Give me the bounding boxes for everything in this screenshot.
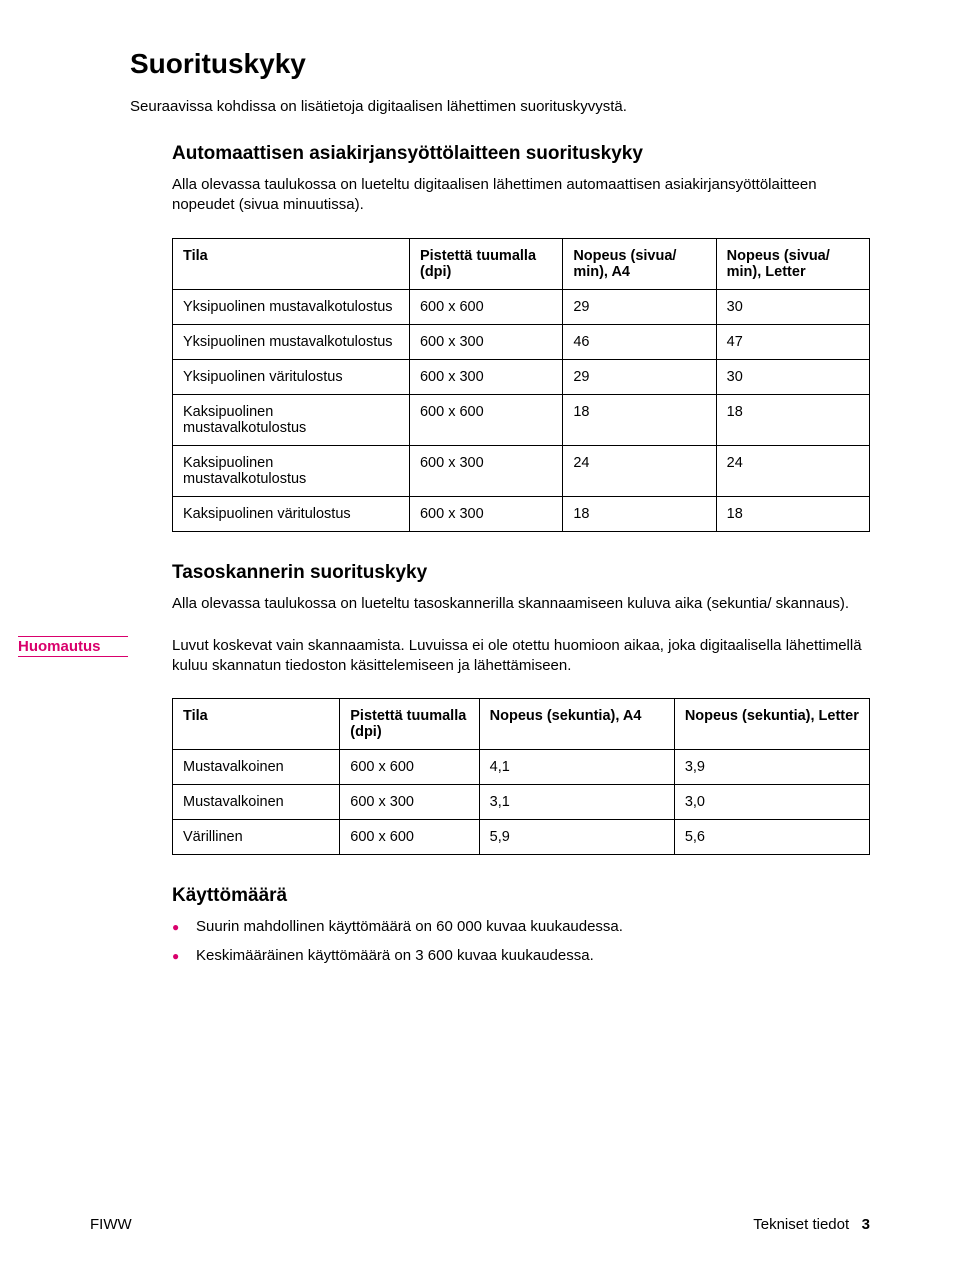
table-row: Yksipuolinen väritulostus600 x 3002930: [173, 359, 870, 394]
table-header-row: Tila Pistettä tuumalla (dpi) Nopeus (sek…: [173, 699, 870, 750]
table-cell: 24: [716, 445, 869, 496]
table-row: Kaksipuolinen mustavalkotulostus600 x 30…: [173, 445, 870, 496]
table-cell: 5,9: [479, 820, 674, 855]
footer-page-number: 3: [862, 1216, 870, 1233]
table-cell: 47: [716, 324, 869, 359]
flatbed-performance-table: Tila Pistettä tuumalla (dpi) Nopeus (sek…: [172, 698, 870, 855]
table-cell: 600 x 300: [409, 496, 562, 531]
table-cell: 600 x 300: [409, 359, 562, 394]
table-header: Nopeus (sekuntia), A4: [479, 699, 674, 750]
table-cell: Yksipuolinen mustavalkotulostus: [173, 324, 410, 359]
table-cell: 46: [563, 324, 716, 359]
table-cell: Yksipuolinen väritulostus: [173, 359, 410, 394]
section2-title: Tasoskannerin suorituskyky: [172, 562, 870, 584]
table-cell: 30: [716, 289, 869, 324]
page-footer: FIWW Tekniset tiedot 3: [90, 1216, 870, 1233]
table-cell: 600 x 300: [409, 445, 562, 496]
list-item: Suurin mahdollinen käyttömäärä on 60 000…: [172, 917, 870, 937]
table-cell: 600 x 600: [409, 289, 562, 324]
table-row: Kaksipuolinen väritulostus600 x 3001818: [173, 496, 870, 531]
intro-text: Seuraavissa kohdissa on lisätietoja digi…: [130, 98, 870, 115]
section2-para: Alla olevassa taulukossa on lueteltu tas…: [172, 594, 870, 614]
table-cell: Yksipuolinen mustavalkotulostus: [173, 289, 410, 324]
table-cell: 18: [563, 496, 716, 531]
section1-title: Automaattisen asiakirjansyöttölaitteen s…: [172, 143, 870, 165]
footer-left: FIWW: [90, 1216, 132, 1233]
table-cell: 18: [716, 394, 869, 445]
page-title: Suorituskyky: [130, 48, 870, 80]
table-header: Nopeus (sivua/ min), Letter: [716, 238, 869, 289]
table-header-row: Tila Pistettä tuumalla (dpi) Nopeus (siv…: [173, 238, 870, 289]
table-cell: 30: [716, 359, 869, 394]
table-header: Tila: [173, 699, 340, 750]
table-cell: Kaksipuolinen mustavalkotulostus: [173, 445, 410, 496]
table-row: Kaksipuolinen mustavalkotulostus600 x 60…: [173, 394, 870, 445]
table-cell: 600 x 600: [340, 750, 479, 785]
table-row: Yksipuolinen mustavalkotulostus600 x 600…: [173, 289, 870, 324]
table-cell: 29: [563, 289, 716, 324]
table-cell: Kaksipuolinen väritulostus: [173, 496, 410, 531]
footer-right-label: Tekniset tiedot: [753, 1216, 849, 1233]
table-row: Värillinen600 x 6005,95,6: [173, 820, 870, 855]
footer-right: Tekniset tiedot 3: [753, 1216, 870, 1233]
table-header: Nopeus (sekuntia), Letter: [674, 699, 869, 750]
table-row: Mustavalkoinen600 x 6004,13,9: [173, 750, 870, 785]
table-cell: 18: [563, 394, 716, 445]
table-header: Tila: [173, 238, 410, 289]
table-row: Yksipuolinen mustavalkotulostus600 x 300…: [173, 324, 870, 359]
table-cell: Värillinen: [173, 820, 340, 855]
table-header: Nopeus (sivua/ min), A4: [563, 238, 716, 289]
table-cell: 3,9: [674, 750, 869, 785]
table-cell: 3,1: [479, 785, 674, 820]
table-cell: 600 x 300: [340, 785, 479, 820]
table-cell: Mustavalkoinen: [173, 750, 340, 785]
table-cell: 4,1: [479, 750, 674, 785]
table-cell: 18: [716, 496, 869, 531]
table-cell: Kaksipuolinen mustavalkotulostus: [173, 394, 410, 445]
table-cell: 5,6: [674, 820, 869, 855]
usage-bullets: Suurin mahdollinen käyttömäärä on 60 000…: [172, 917, 870, 966]
table-cell: 600 x 600: [340, 820, 479, 855]
table-cell: 600 x 300: [409, 324, 562, 359]
note-row: Huomautus Luvut koskevat vain skannaamis…: [0, 636, 870, 677]
note-body: Luvut koskevat vain skannaamista. Luvuis…: [172, 636, 870, 677]
table-cell: 24: [563, 445, 716, 496]
table-cell: 3,0: [674, 785, 869, 820]
table-header: Pistettä tuumalla (dpi): [340, 699, 479, 750]
list-item: Keskimääräinen käyttömäärä on 3 600 kuva…: [172, 946, 870, 966]
section1-para: Alla olevassa taulukossa on lueteltu dig…: [172, 175, 870, 216]
table-header: Pistettä tuumalla (dpi): [409, 238, 562, 289]
section3-title: Käyttömäärä: [172, 885, 870, 907]
adf-performance-table: Tila Pistettä tuumalla (dpi) Nopeus (siv…: [172, 238, 870, 532]
table-cell: 29: [563, 359, 716, 394]
table-cell: Mustavalkoinen: [173, 785, 340, 820]
table-cell: 600 x 600: [409, 394, 562, 445]
note-label: Huomautus: [18, 636, 128, 657]
table-row: Mustavalkoinen600 x 3003,13,0: [173, 785, 870, 820]
